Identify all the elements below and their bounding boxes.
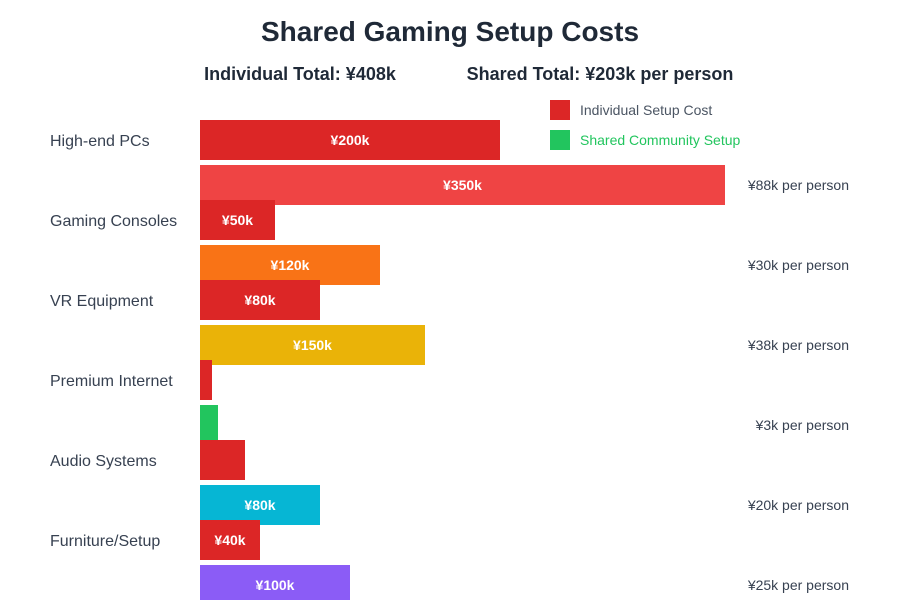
individual-bar <box>200 520 260 560</box>
individual-bar-label: ¥50k <box>222 212 253 228</box>
category-label: Furniture/Setup <box>50 533 160 550</box>
shared-bar-label: ¥80k <box>244 497 275 513</box>
shared-bar-label: ¥150k <box>293 337 332 353</box>
per-person-label: ¥25k per person <box>747 577 849 593</box>
individual-total: Individual Total: ¥408k <box>204 64 397 84</box>
shared-bar-label: ¥350k <box>443 177 482 193</box>
category-label: Premium Internet <box>50 373 173 390</box>
category-label: High-end PCs <box>50 133 150 150</box>
per-person-label: ¥88k per person <box>747 177 849 193</box>
per-person-label: ¥38k per person <box>747 337 849 353</box>
shared-bar-label: ¥120k <box>271 257 310 273</box>
shared-bar <box>200 565 350 600</box>
individual-bar <box>200 280 320 320</box>
individual-bar <box>200 120 500 160</box>
shared-bar <box>200 165 725 205</box>
shared-bar <box>200 325 425 365</box>
legend-label: Individual Setup Cost <box>580 102 712 118</box>
category-label: VR Equipment <box>50 293 154 310</box>
individual-bar <box>200 200 275 240</box>
legend: Individual Setup Cost Shared Community Se… <box>550 100 741 150</box>
shared-bar-label: ¥100k <box>256 577 295 593</box>
shared-bar <box>200 245 380 285</box>
individual-bar-label: ¥40k <box>214 532 245 548</box>
individual-bar <box>200 360 212 400</box>
per-person-label: ¥30k per person <box>747 257 849 273</box>
chart-title: Shared Gaming Setup Costs <box>261 16 639 47</box>
shared-bar <box>200 485 320 525</box>
legend-swatch <box>550 130 570 150</box>
individual-bar <box>200 440 245 480</box>
individual-bar-label: ¥200k <box>331 132 370 148</box>
per-person-label: ¥3k per person <box>755 417 849 433</box>
per-person-label: ¥20k per person <box>747 497 849 513</box>
category-label: Gaming Consoles <box>50 213 177 230</box>
individual-bar-label: ¥80k <box>244 292 275 308</box>
category-label: Audio Systems <box>50 453 157 470</box>
shared-bar <box>200 405 218 445</box>
legend-label: Shared Community Setup <box>580 132 741 148</box>
legend-swatch <box>550 100 570 120</box>
shared-total: Shared Total: ¥203k per person <box>467 64 734 84</box>
